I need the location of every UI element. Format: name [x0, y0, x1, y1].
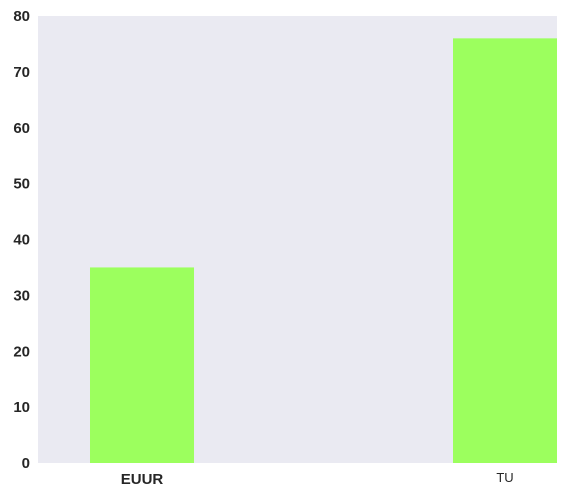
- bar-tu: [453, 38, 557, 463]
- y-tick-label: 0: [22, 455, 30, 472]
- y-tick-label: 30: [13, 287, 30, 304]
- x-tick-label-tu: TU: [496, 470, 513, 485]
- bar-euur: [90, 267, 194, 463]
- y-axis-ticks: 0 10 20 30 40 50 60 70 80: [13, 8, 30, 472]
- y-tick-label: 50: [13, 176, 30, 193]
- y-tick-label: 10: [13, 399, 30, 416]
- y-tick-label: 40: [13, 232, 30, 249]
- y-tick-label: 20: [13, 343, 30, 360]
- y-tick-label: 60: [13, 120, 30, 137]
- y-tick-label: 70: [13, 64, 30, 81]
- x-tick-label-euur: EUUR: [121, 471, 164, 488]
- x-axis-ticks: EUUR TU: [121, 470, 514, 488]
- bars: [90, 38, 557, 463]
- y-tick-label: 80: [13, 8, 30, 25]
